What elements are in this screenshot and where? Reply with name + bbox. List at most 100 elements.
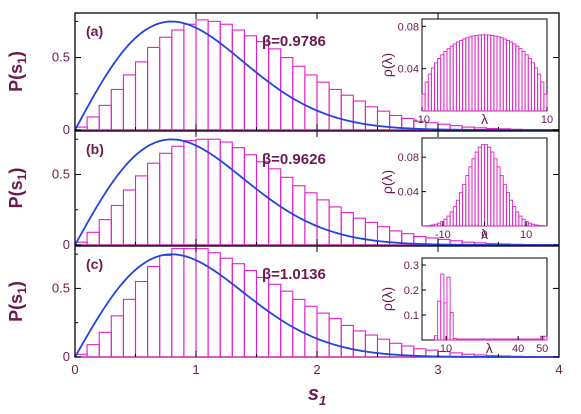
beta-annotation: β=0.9786 bbox=[262, 33, 326, 50]
panel-b: 0 0.5 P(s1) (b) β=0.9626 -10 0 10 λ 0.04 0.08ρ(λ) bbox=[6, 130, 560, 252]
beta-annotation: β=1.0136 bbox=[262, 266, 326, 283]
histogram-bar bbox=[243, 154, 258, 246]
inset: 10 40 50 λ 0.1 0.2 0.3 ρ(λ) bbox=[379, 257, 548, 356]
histogram-bar bbox=[98, 104, 112, 131]
inset: -10 10 λ 0.04 0.08 ρ(λ) bbox=[379, 18, 553, 127]
inset-x-axis-label: λ bbox=[481, 226, 488, 242]
histogram-bar bbox=[328, 206, 342, 246]
inset-bar bbox=[449, 312, 454, 341]
x-tick-label: 2 bbox=[313, 362, 320, 377]
histogram-bar bbox=[304, 305, 318, 358]
inset-bar bbox=[427, 224, 432, 227]
beta-annotation: β=0.9626 bbox=[262, 151, 326, 168]
y-tick-label: 0 bbox=[63, 122, 70, 137]
inset-y-tick-label: 0.1 bbox=[404, 310, 419, 322]
histogram-bar bbox=[304, 74, 318, 131]
inset-x-tick-label: -10 bbox=[435, 229, 451, 241]
histogram-bar bbox=[207, 138, 221, 246]
histogram-bar bbox=[255, 276, 270, 358]
inset-x-tick-label: 40 bbox=[512, 343, 524, 355]
inset-x-tick-label: -10 bbox=[414, 114, 430, 126]
y-axis-label: P(s1) bbox=[6, 281, 29, 322]
histogram-bar bbox=[316, 199, 330, 246]
inset-x-tick-label: 0 bbox=[481, 229, 487, 241]
histogram-bar bbox=[183, 248, 197, 358]
inset-bar bbox=[543, 93, 548, 112]
histogram-bar bbox=[340, 324, 354, 358]
fit-curve bbox=[74, 138, 559, 246]
histogram-bar bbox=[243, 35, 258, 131]
histogram-bar bbox=[122, 74, 137, 131]
histogram-bar bbox=[328, 318, 342, 358]
y-tick-label: 0 bbox=[63, 349, 70, 364]
histogram-bar bbox=[134, 175, 149, 246]
inset-y-tick-label: 0.04 bbox=[398, 64, 419, 76]
histogram-bar bbox=[255, 41, 270, 131]
inset-y-tick-label: 0.08 bbox=[398, 21, 419, 33]
inset-y-tick-label: 0.04 bbox=[398, 187, 419, 199]
histogram-bar bbox=[110, 88, 124, 131]
fit-curve bbox=[74, 20, 559, 131]
histogram-bar bbox=[316, 81, 330, 131]
histogram-bar bbox=[268, 283, 282, 358]
x-tick-label: 3 bbox=[434, 362, 441, 377]
x-tick-label: 4 bbox=[555, 362, 562, 377]
inset-y-axis-label: ρ(λ) bbox=[379, 170, 395, 194]
panels: 00.5P(s1)(a)β=0.9786-10 10λ0.040.08ρ(λ)00… bbox=[6, 12, 560, 364]
histogram-bar bbox=[159, 36, 173, 131]
inset-x-tick-label: 10 bbox=[541, 114, 553, 126]
inset-bar bbox=[543, 335, 548, 341]
histogram-bar bbox=[159, 254, 173, 358]
panel-label: (b) bbox=[86, 141, 104, 157]
panel-label: (c) bbox=[86, 256, 103, 272]
histogram-bar bbox=[171, 145, 185, 246]
histogram-bar bbox=[219, 141, 233, 246]
inset-x-tick-label: 50 bbox=[536, 343, 548, 355]
histogram-bar bbox=[122, 298, 137, 358]
histogram-bar bbox=[316, 312, 330, 358]
histogram-bar bbox=[243, 270, 258, 358]
histogram-bar bbox=[134, 61, 149, 131]
y-tick-label: 0.5 bbox=[52, 280, 70, 295]
histogram-bar bbox=[352, 330, 366, 358]
inset-x-axis-label: λ bbox=[481, 111, 488, 127]
histogram-bar bbox=[352, 100, 366, 131]
histogram-bar bbox=[98, 331, 112, 358]
x-tick-label: 0 bbox=[71, 362, 78, 377]
inset-bar bbox=[446, 276, 451, 341]
panel-label: (a) bbox=[86, 23, 103, 39]
inset-y-tick-label: 0.2 bbox=[404, 285, 419, 297]
histogram-bar bbox=[195, 19, 209, 131]
inset-x-tick-label: 10 bbox=[520, 229, 532, 241]
histogram-bar bbox=[231, 263, 245, 358]
histogram-bar bbox=[171, 29, 185, 131]
histogram-bar bbox=[328, 88, 342, 131]
histogram-bar bbox=[147, 162, 161, 246]
histogram-bar bbox=[268, 168, 282, 246]
histogram-bar bbox=[231, 29, 245, 131]
histogram-bar bbox=[86, 231, 100, 246]
histogram-bar bbox=[183, 23, 197, 131]
y-axis-label: P(s1) bbox=[6, 168, 29, 209]
x-axis-label: s1 bbox=[308, 383, 326, 408]
panel-a: 0 0.5 P(s1) (a) β=0.9786 -10 10 λ 0.04 0.08 ρ(λ) bbox=[6, 12, 560, 137]
histogram-bar bbox=[255, 161, 270, 246]
inset: -10 0 10 λ 0.04 0.08ρ(λ) bbox=[379, 137, 548, 242]
histogram-bar bbox=[340, 94, 354, 131]
histogram-bar bbox=[219, 257, 233, 358]
fit-curve bbox=[74, 253, 559, 358]
histogram-bar bbox=[171, 248, 185, 358]
inset-y-axis-label: ρ(λ) bbox=[379, 287, 395, 311]
y-tick-label: 0 bbox=[63, 237, 70, 252]
panel-c: 0 0.5 P(s1) (c) β=1.0136 10 40 50 λ 0.1 0.2 0.3 ρ(λ) bbox=[6, 245, 560, 364]
inset-y-tick-label: 0.3 bbox=[404, 260, 419, 272]
inset-x-tick-label: 10 bbox=[440, 343, 452, 355]
histogram-bar bbox=[86, 344, 100, 358]
histogram-bar bbox=[219, 23, 233, 131]
histogram-bar bbox=[110, 204, 124, 246]
histogram-bar bbox=[86, 116, 100, 131]
histogram-bar bbox=[231, 147, 245, 246]
inset-x-axis-label: λ bbox=[486, 340, 493, 356]
histogram-bar bbox=[134, 281, 149, 358]
